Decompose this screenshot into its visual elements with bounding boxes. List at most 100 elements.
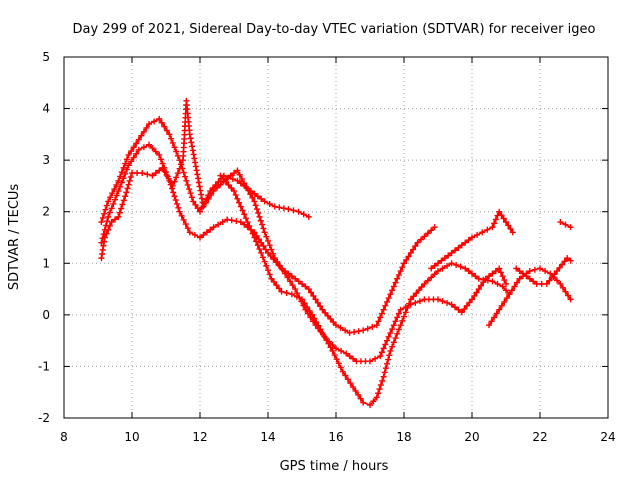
data-point xyxy=(441,255,448,262)
data-point xyxy=(474,231,481,238)
data-point xyxy=(403,256,410,263)
series-track-c xyxy=(98,97,509,365)
data-point xyxy=(129,170,135,177)
data-point xyxy=(115,177,122,184)
data-point xyxy=(364,325,371,332)
x-axis-label: GPS time / hours xyxy=(280,459,389,474)
data-point xyxy=(165,175,172,182)
data-point xyxy=(389,326,396,333)
data-point xyxy=(118,205,125,212)
data-point xyxy=(192,163,199,170)
data-point xyxy=(261,198,268,205)
data-point xyxy=(208,191,215,198)
data-point xyxy=(184,225,191,232)
data-point xyxy=(187,190,194,197)
data-point xyxy=(130,144,137,151)
data-point xyxy=(229,176,236,183)
data-point xyxy=(445,252,452,259)
data-point xyxy=(478,282,485,289)
data-point xyxy=(189,143,196,150)
data-point xyxy=(261,258,268,265)
data-point xyxy=(249,230,256,237)
data-point xyxy=(554,277,560,284)
data-point xyxy=(101,210,108,217)
data-point xyxy=(237,219,244,226)
data-point xyxy=(394,275,401,282)
data-point xyxy=(392,335,399,342)
data-point xyxy=(190,151,197,158)
data-point xyxy=(222,178,229,185)
data-point xyxy=(424,230,431,237)
data-point xyxy=(241,211,248,218)
data-point xyxy=(486,273,492,280)
data-point xyxy=(533,280,540,287)
data-point xyxy=(274,258,281,265)
x-tick-label: 12 xyxy=(192,430,207,444)
data-point xyxy=(259,221,266,228)
data-point xyxy=(293,293,300,300)
data-point xyxy=(139,170,146,177)
data-point xyxy=(369,323,376,330)
data-point xyxy=(384,298,390,305)
data-point xyxy=(562,288,569,295)
data-point xyxy=(344,376,351,383)
data-point xyxy=(567,296,574,303)
series-track-a xyxy=(98,115,312,226)
data-point xyxy=(270,250,277,257)
data-point xyxy=(546,277,553,284)
data-point xyxy=(108,219,115,226)
data-point xyxy=(484,277,491,284)
data-point xyxy=(567,257,574,264)
data-point xyxy=(280,205,287,212)
data-point xyxy=(232,191,239,198)
data-point xyxy=(382,302,389,309)
data-point xyxy=(178,161,185,168)
data-point xyxy=(448,260,455,267)
data-point xyxy=(390,322,397,329)
data-point xyxy=(516,275,523,282)
data-point xyxy=(103,202,110,209)
data-point xyxy=(508,287,515,294)
data-point xyxy=(526,275,533,282)
data-point xyxy=(392,279,399,286)
data-point xyxy=(461,306,468,313)
data-point xyxy=(498,302,505,309)
data-point xyxy=(414,239,421,246)
data-point xyxy=(375,318,382,325)
data-point xyxy=(263,262,270,269)
data-point xyxy=(157,156,164,163)
data-point xyxy=(509,229,516,236)
data-point xyxy=(196,183,203,190)
data-point xyxy=(178,212,185,219)
data-point xyxy=(255,210,262,217)
data-point xyxy=(452,304,458,311)
data-point xyxy=(444,299,451,306)
data-point xyxy=(372,355,379,362)
data-point xyxy=(215,221,222,228)
data-point xyxy=(526,268,533,275)
data-point xyxy=(324,312,331,319)
data-point xyxy=(111,186,118,193)
data-point xyxy=(491,220,498,227)
data-point xyxy=(180,169,187,176)
data-point xyxy=(401,313,407,320)
data-point xyxy=(537,265,543,272)
data-point xyxy=(378,310,385,317)
data-point xyxy=(397,322,404,329)
x-tick-label: 24 xyxy=(600,430,615,444)
data-point xyxy=(202,199,209,206)
y-axis-label: SDTVAR / TECUs xyxy=(7,184,22,291)
data-point xyxy=(295,278,302,285)
data-point xyxy=(559,284,566,291)
data-point xyxy=(123,189,130,196)
x-tick-label: 16 xyxy=(328,430,343,444)
data-point xyxy=(330,319,337,326)
data-point xyxy=(346,353,353,360)
data-point xyxy=(309,311,316,318)
data-point xyxy=(311,315,318,322)
data-point xyxy=(261,229,268,236)
data-point xyxy=(317,303,324,310)
data-point xyxy=(342,327,349,334)
data-point xyxy=(241,180,248,187)
